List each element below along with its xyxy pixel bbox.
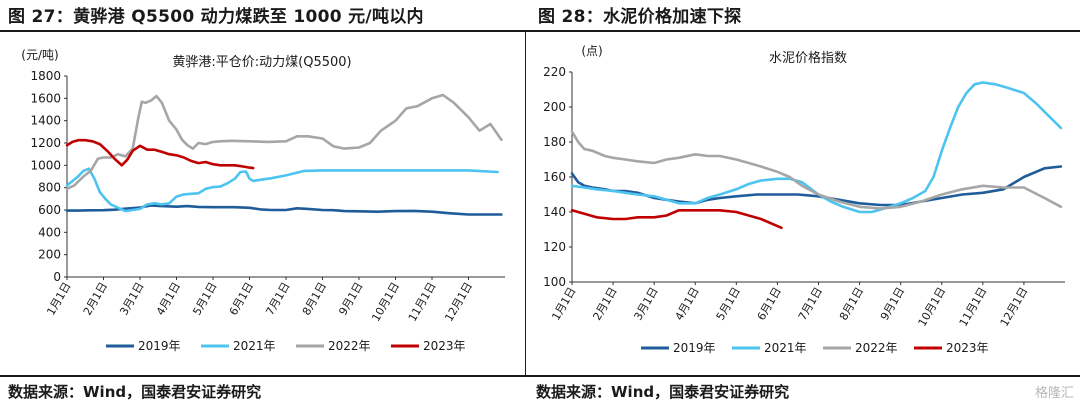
series-line-3 — [65, 138, 255, 170]
y-tick-label: 600 — [38, 203, 61, 217]
watermark-logo: 格隆汇 — [1034, 386, 1074, 401]
series-line-0 — [65, 204, 503, 216]
series-line-2 — [570, 130, 1063, 210]
y-tick-label: 400 — [38, 225, 61, 239]
y-tick-label: 800 — [38, 181, 61, 195]
x-tick-label: 5月1日 — [714, 285, 743, 323]
series-line-1 — [65, 167, 500, 213]
series-line-1 — [570, 81, 1063, 214]
legend-label: 2023年 — [946, 341, 989, 355]
y-tick-label: 220 — [543, 65, 566, 79]
y-tick-label: 140 — [543, 205, 566, 219]
y-tick-label: 1200 — [30, 136, 61, 150]
legend-label: 2019年 — [673, 341, 716, 355]
legend-label: 2022年 — [855, 341, 898, 355]
cement-index-chart: 100 120 140 160 180 200 220 1月1日 2月1日 3月1日 4月1日 5月1… — [543, 44, 1065, 355]
x-tick-label: 2月1日 — [590, 285, 619, 323]
y-tick-label: 200 — [543, 100, 566, 114]
y-tick-label: 1600 — [30, 91, 61, 105]
y-axis-unit: (元/吨) — [21, 48, 58, 62]
legend-label: 2019年 — [138, 339, 181, 353]
y-tick-label: 120 — [543, 240, 566, 254]
x-tick-label: 6月1日 — [755, 285, 784, 323]
y-tick-label: 160 — [543, 170, 566, 184]
y-tick-label: 200 — [38, 248, 61, 262]
chart-title: 黄骅港:平仓价:动力煤(Q5500) — [172, 55, 351, 70]
x-tick-label: 12月1日 — [998, 285, 1031, 329]
chart-title: 水泥价格指数 — [769, 50, 847, 66]
y-tick-label: 100 — [543, 275, 566, 289]
legend-label: 2023年 — [423, 339, 466, 353]
x-tick-label: 4月1日 — [673, 285, 702, 323]
x-tick-label: 11月1日 — [957, 285, 990, 329]
legend-label: 2022年 — [328, 339, 371, 353]
figure-27-title: 图 27：黄骅港 Q5500 动力煤跌至 1000 元/吨以内 — [8, 7, 424, 27]
legend-label: 2021年 — [233, 339, 276, 353]
x-tick-label: 3月1日 — [632, 285, 661, 323]
y-tick-label: 1800 — [30, 69, 61, 83]
panel-divider — [525, 31, 526, 375]
y-tick-label: 1000 — [30, 158, 61, 172]
x-tick-label: 1月1日 — [549, 285, 578, 323]
figure-28-title: 图 28：水泥价格加速下探 — [538, 7, 742, 27]
legend-label: 2021年 — [764, 341, 807, 355]
y-tick-label: 0 — [53, 270, 61, 284]
series-line-3 — [570, 209, 783, 230]
header-rule — [0, 30, 1080, 32]
y-tick-label: 1400 — [30, 114, 61, 128]
x-tick-label: 7月1日 — [796, 285, 825, 323]
x-tick-label: 10月1日 — [916, 285, 949, 329]
footer-rule — [0, 375, 1080, 377]
y-tick-label: 180 — [543, 135, 566, 149]
y-axis-unit: (点) — [581, 44, 602, 58]
x-tick-label: 9月1日 — [878, 285, 907, 323]
x-tick-label: 8月1日 — [837, 285, 866, 323]
source-note-left: 数据来源：Wind，国泰君安证券研究 — [8, 383, 262, 401]
source-note-right: 数据来源：Wind，国泰君安证券研究 — [536, 383, 790, 401]
series-line-2 — [65, 93, 503, 191]
